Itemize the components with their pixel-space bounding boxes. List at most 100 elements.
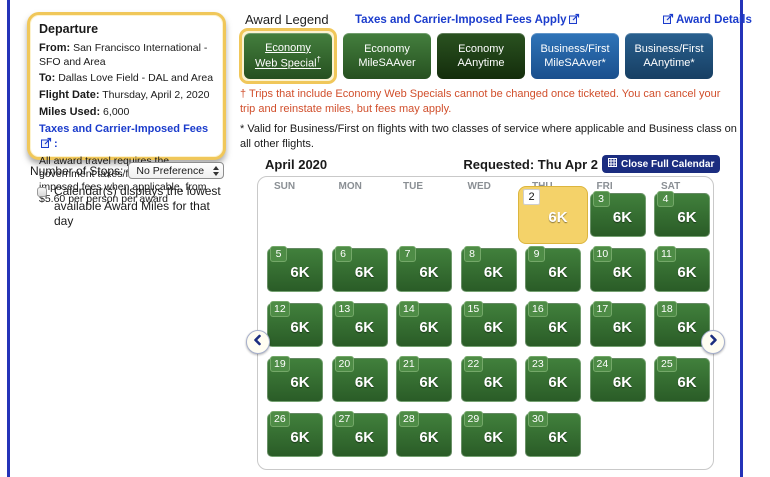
requested-date-label: Requested: Thu Apr 2 [463, 157, 598, 172]
day-number-badge: 30 [528, 411, 548, 427]
calendar-day-19[interactable]: 19 6K [267, 356, 323, 402]
legend-button-4[interactable]: Business/First AAnytime* [625, 33, 713, 79]
close-full-calendar-label: Close Full Calendar [621, 158, 715, 170]
departure-field-3: Miles Used: 6,000 [39, 105, 130, 118]
calendar-day-20[interactable]: 20 6K [331, 356, 388, 402]
miles-label: 6K [548, 264, 568, 281]
calendar-day-13[interactable]: 13 6K [331, 301, 388, 347]
calendar-slot: 7 6K [392, 246, 457, 303]
legend-button-3[interactable]: Business/First MileSAAver* [531, 33, 619, 79]
day-number-badge: 16 [528, 301, 548, 317]
day-number-badge: 26 [270, 411, 290, 427]
calendar-day-30[interactable]: 30 6K [525, 411, 581, 457]
day-number-badge: 6 [334, 246, 352, 262]
calendar-slot: 20 6K [328, 356, 393, 413]
miles-label: 6K [677, 209, 697, 226]
calendar-day-4[interactable]: 4 6K [654, 191, 710, 237]
dow-header-sat: SAT [661, 181, 681, 192]
fees-apply-link[interactable]: Taxes and Carrier-Imposed Fees Apply [355, 13, 582, 27]
calendar-slot: 5 6K [263, 246, 328, 303]
legend-button-2[interactable]: Economy AAnytime [437, 33, 525, 79]
calendar-day-12[interactable]: 12 6K [267, 301, 323, 347]
day-number-badge: 24 [592, 356, 613, 372]
calendar-day-14[interactable]: 14 6K [396, 301, 452, 347]
fees-apply-link-text[interactable]: Taxes and Carrier-Imposed Fees Apply [355, 14, 567, 26]
miles-label: 6K [354, 264, 375, 281]
day-number-badge: 3 [592, 191, 610, 207]
day-number-badge: 15 [463, 301, 484, 317]
calendar-grid-icon [608, 158, 617, 170]
calendar-slot: 3 6K [586, 191, 651, 248]
chevron-right-icon [707, 333, 719, 351]
sidebar-fees-line: Taxes and Carrier-Imposed Fees: [39, 123, 214, 152]
calendar-day-5[interactable]: 5 6K [267, 246, 323, 292]
calendar-slot: 10 6K [586, 246, 651, 303]
miles-label: 6K [354, 429, 375, 446]
calendar-day-2[interactable]: 2 6K [518, 186, 588, 244]
calendar-day-3[interactable]: 3 6K [589, 191, 646, 237]
miles-label: 6K [419, 374, 439, 391]
day-number-badge: 27 [334, 411, 355, 427]
day-number-badge: 23 [528, 356, 548, 372]
page-right-border [740, 0, 743, 477]
page-left-border [7, 0, 10, 477]
calendar-day-26[interactable]: 26 6K [267, 411, 323, 457]
calendar-day-27[interactable]: 27 6K [331, 411, 388, 457]
miles-label: 6K [483, 374, 504, 391]
day-number-badge: 4 [657, 191, 674, 207]
calendar-day-23[interactable]: 23 6K [525, 356, 581, 402]
calendar-slot [328, 193, 393, 248]
calendar-day-8[interactable]: 8 6K [460, 246, 517, 292]
calendar-slot: 11 6K [650, 246, 715, 303]
calendar-day-11[interactable]: 11 6K [654, 246, 710, 292]
calendar-slot [586, 413, 651, 468]
calendar-day-22[interactable]: 22 6K [460, 356, 517, 402]
calendar-slot: 27 6K [328, 411, 393, 468]
calendar-day-21[interactable]: 21 6K [396, 356, 452, 402]
award-details-link[interactable]: Award Details [661, 13, 752, 27]
miles-label: 6K [419, 429, 439, 446]
calendar-day-16[interactable]: 16 6K [525, 301, 581, 347]
calendar-slot: 24 6K [586, 356, 651, 413]
calendar-slot: 28 6K [392, 411, 457, 468]
calendar-slot: 17 6K [586, 301, 651, 358]
calendar-day-7[interactable]: 7 6K [396, 246, 452, 292]
calendar-slot: 12 6K [263, 301, 328, 358]
calendar-day-29[interactable]: 29 6K [460, 411, 517, 457]
departure-field-0: From: San Francisco International - SFO … [39, 42, 208, 68]
stops-select[interactable]: No Preference [128, 162, 225, 179]
miles-label: 6K [612, 209, 633, 226]
miles-label: 6K [677, 319, 697, 336]
calendar-day-18[interactable]: 18 6K [654, 301, 710, 347]
calendar-day-24[interactable]: 24 6K [589, 356, 646, 402]
day-number-badge: 20 [334, 356, 355, 372]
calendar-day-9[interactable]: 9 6K [525, 246, 581, 292]
calendar-day-6[interactable]: 6 6K [331, 246, 388, 292]
day-number-badge: 10 [592, 246, 613, 262]
calendar-day-10[interactable]: 10 6K [589, 246, 646, 292]
calendar-day-28[interactable]: 28 6K [396, 411, 452, 457]
popup-window-icon [568, 13, 580, 27]
calendar-slot [392, 193, 457, 248]
next-month-button[interactable] [701, 330, 725, 354]
dow-header-tue: TUE [403, 181, 423, 192]
calendar-slot: 14 6K [392, 301, 457, 358]
legend-button-0[interactable]: Economy Web Special† [239, 28, 337, 84]
close-full-calendar-button[interactable]: Close Full Calendar [602, 155, 721, 173]
award-details-link-text[interactable]: Award Details [676, 14, 752, 26]
taxes-fees-link[interactable]: Taxes and Carrier-Imposed Fees [39, 123, 209, 136]
calendar-day-15[interactable]: 15 6K [460, 301, 517, 347]
calendar-day-25[interactable]: 25 6K [654, 356, 710, 402]
miles-label: 6K [419, 264, 439, 281]
calendar-slot: 29 6K [457, 411, 522, 468]
calendar-slot: 30 6K [521, 411, 586, 468]
day-of-week-header-row: SUNMONTUEWEDTHUFRISAT [263, 181, 715, 192]
legend-button-1[interactable]: Economy MileSAAver [343, 33, 431, 79]
previous-month-button[interactable] [246, 330, 270, 354]
calendar-slot: 22 6K [457, 356, 522, 413]
radio-bullet-icon[interactable] [37, 187, 47, 197]
day-number-badge: 14 [399, 301, 419, 317]
miles-label: 6K [419, 319, 439, 336]
calendar-day-17[interactable]: 17 6K [589, 301, 646, 347]
